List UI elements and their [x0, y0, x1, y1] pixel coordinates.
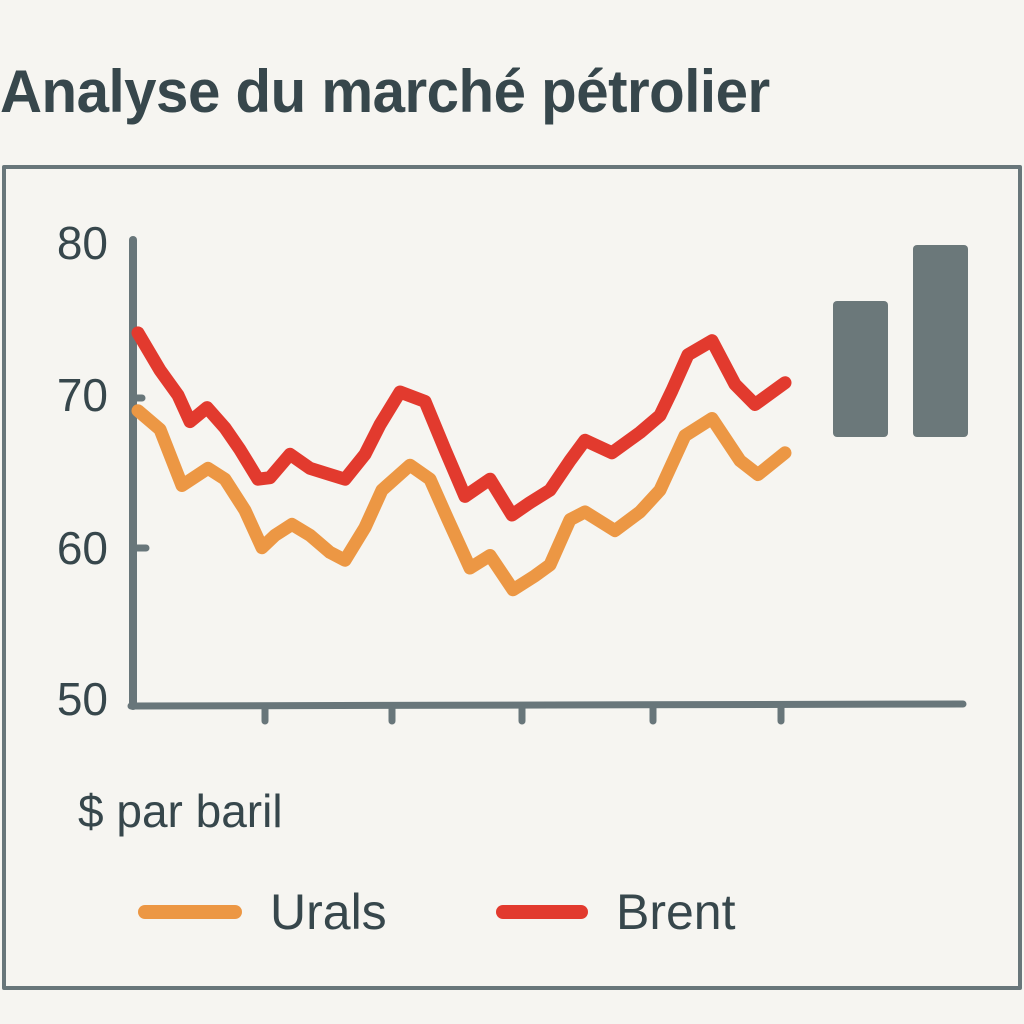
- legend-label-urals: Urals: [270, 884, 387, 940]
- y-tick-label-80: 80: [56, 217, 108, 269]
- legend-item-brent: Brent: [496, 882, 736, 942]
- chart-frame: [2, 165, 1022, 990]
- brent-line: [131, 326, 792, 522]
- urals-line: [131, 404, 792, 597]
- legend-label-brent: Brent: [616, 884, 736, 940]
- y-axis-unit-label: $ par baril: [78, 785, 283, 837]
- legend-item-urals: Urals: [138, 882, 387, 942]
- y-tick-label-60: 60: [56, 522, 108, 574]
- urals-swatch-icon: [138, 905, 242, 919]
- y-tick-label-50: 50: [56, 673, 108, 725]
- y-tick-label-70: 70: [56, 369, 108, 421]
- chart-title: Analyse du marché pétrolier: [0, 58, 770, 125]
- inset-bar-2: [913, 245, 968, 437]
- inset-bar-1: [833, 301, 888, 437]
- x-ticks: [261, 702, 785, 725]
- x-axis: [127, 700, 967, 710]
- brent-swatch-icon: [496, 905, 588, 919]
